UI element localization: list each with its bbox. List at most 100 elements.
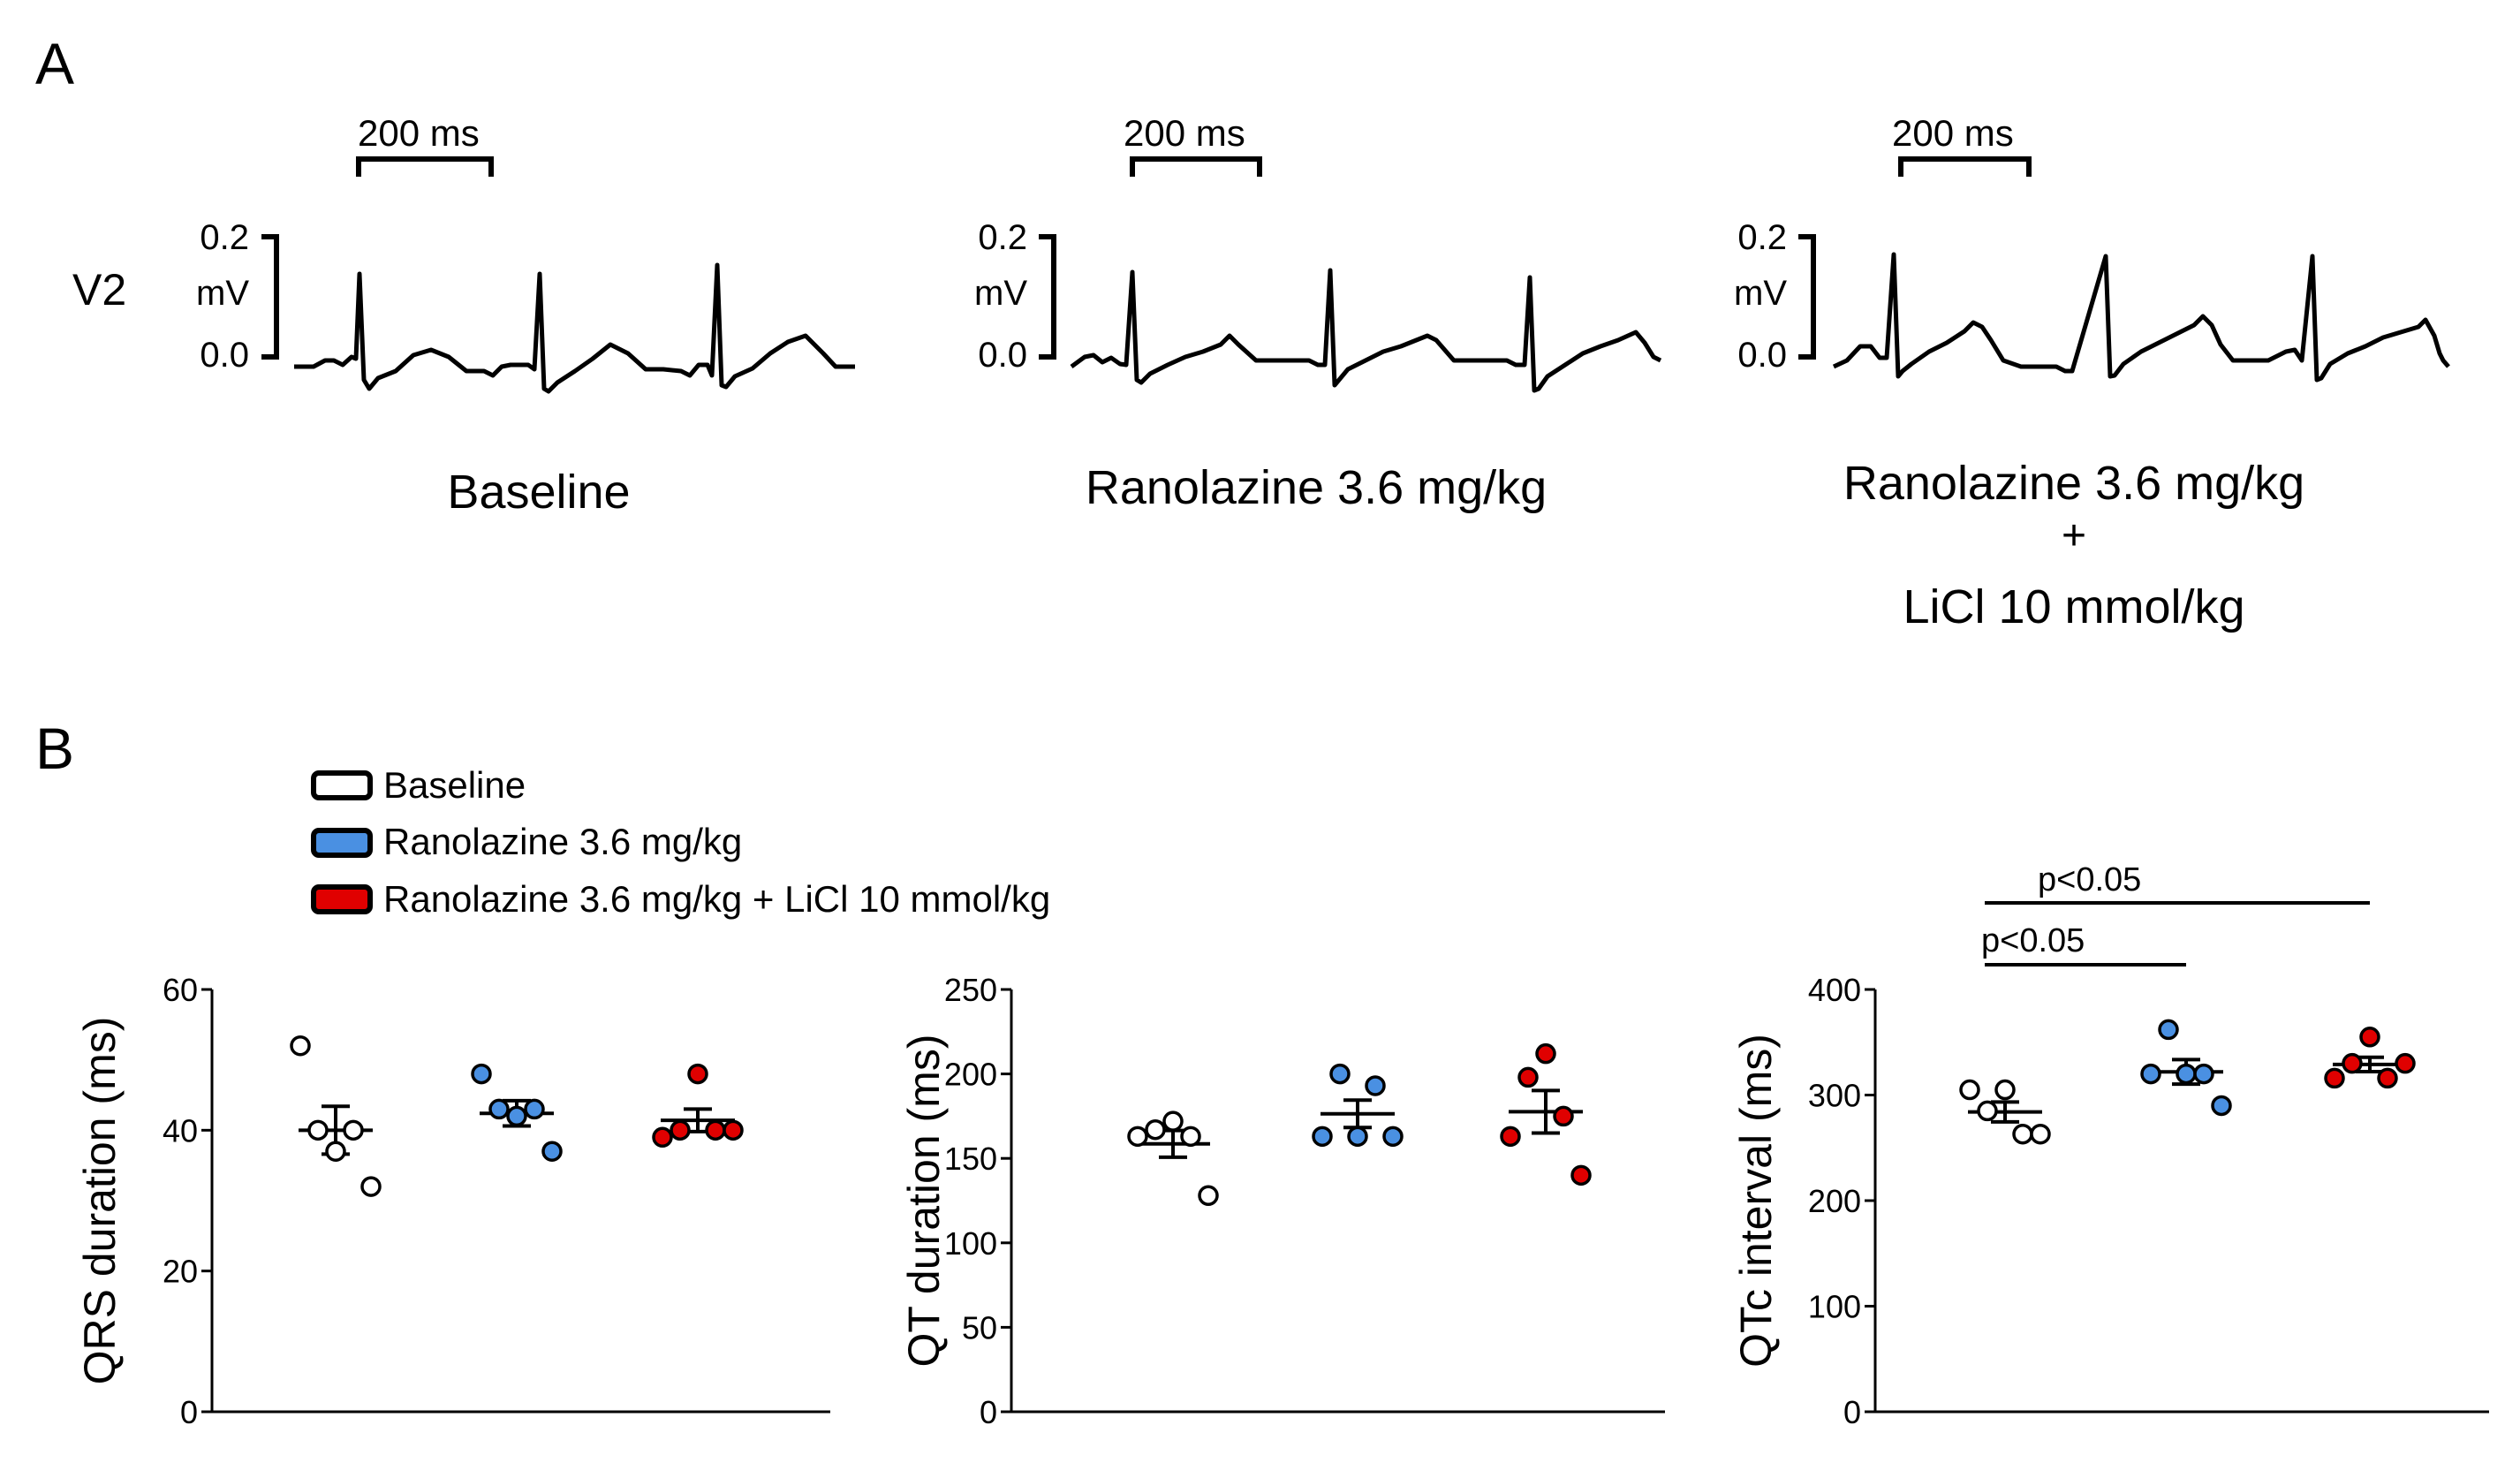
data-point — [1517, 1066, 1539, 1088]
data-point — [723, 1119, 744, 1141]
y-tick-label: 250 — [944, 972, 997, 1008]
y-tick-label: 100 — [1808, 1289, 1861, 1325]
ecg-panel-baseline: 200 ms 0.2 mV 0.0 Baseline — [196, 112, 855, 519]
data-point — [1994, 1079, 2016, 1101]
chart-qtc-interval: 0 100 200 300 400 QTc interval (ms) — [1731, 972, 2489, 1430]
legend-label: Ranolazine 3.6 mg/kg — [383, 821, 742, 862]
data-point — [2140, 1063, 2161, 1085]
legend: Baseline Ranolazine 3.6 mg/kg Ranolazine… — [311, 764, 1050, 920]
ecg-lead-label: V2 — [72, 265, 126, 315]
data-point — [1553, 1105, 1574, 1127]
legend-label: Baseline — [383, 764, 526, 806]
data-point — [1145, 1118, 1166, 1141]
data-point — [2193, 1063, 2214, 1085]
panel-label-a: A — [35, 31, 74, 96]
y-tick-label: 60 — [163, 972, 198, 1008]
significance-label-inner: p<0.05 — [1981, 922, 2085, 959]
data-point — [524, 1098, 545, 1120]
ecg-scalebar — [1130, 156, 1262, 177]
data-point — [360, 1176, 382, 1197]
chart-qt-duration: 0 50 100 150 200 250 QT duration (ms) — [899, 972, 1665, 1430]
data-point — [1198, 1185, 1219, 1207]
y-tick-label: 200 — [1808, 1183, 1861, 1219]
data-point — [2377, 1067, 2398, 1089]
data-point — [2359, 1027, 2380, 1048]
y-axis-label: QRS duration (ms) — [75, 1017, 125, 1385]
data-point — [325, 1141, 346, 1162]
y-tick-label: 200 — [944, 1057, 997, 1093]
ecg-scalebar — [1898, 156, 2032, 177]
data-point — [2176, 1063, 2197, 1085]
legend-label: Ranolazine 3.6 mg/kg + LiCl 10 mmol/kg — [383, 878, 1050, 920]
legend-swatch-ranolazine — [311, 828, 373, 858]
legend-swatch-ranolazine-licl — [311, 884, 373, 914]
y-axis-label: QT duration (ms) — [899, 1035, 949, 1368]
data-point — [687, 1063, 708, 1085]
ecg-trace — [1832, 252, 2450, 383]
data-point — [488, 1098, 510, 1120]
y-tick-label: 40 — [163, 1112, 198, 1148]
ecg-ytick-bottom: 0.0 — [200, 336, 249, 375]
ecg-y-scalebar — [1798, 234, 1816, 360]
data-point — [2342, 1052, 2363, 1074]
data-point — [1535, 1042, 1556, 1065]
ecg-caption-line: Baseline — [447, 466, 630, 519]
ecg-trace — [294, 262, 855, 394]
ecg-ytick-unit: mV — [974, 274, 1027, 313]
ecg-caption-line: + — [2062, 512, 2086, 559]
data-point — [1347, 1126, 1368, 1148]
ecg-y-scalebar — [1039, 234, 1056, 360]
y-tick-label: 150 — [944, 1141, 997, 1177]
y-tick-label: 300 — [1808, 1078, 1861, 1114]
y-tick-label: 20 — [163, 1254, 198, 1290]
ecg-panel-ranolazine: 200 ms 0.2 mV 0.0 Ranolazine 3.6 mg/kg — [974, 112, 1662, 514]
ecg-scalebar-label: 200 ms — [358, 112, 480, 154]
y-tick-label: 0 — [980, 1394, 997, 1430]
y-axis-label: QTc interval (ms) — [1731, 1034, 1781, 1368]
data-point — [1500, 1126, 1521, 1148]
ecg-panel-ranolazine-licl: 200 ms 0.2 mV 0.0 Ranolazine 3.6 mg/kg +… — [1734, 112, 2450, 633]
data-point — [2030, 1123, 2051, 1145]
ecg-y-scalebar — [261, 234, 279, 360]
data-point — [670, 1119, 691, 1141]
data-point — [343, 1119, 364, 1141]
data-point — [2395, 1052, 2416, 1074]
ecg-trace — [1070, 268, 1662, 393]
data-point — [1977, 1100, 1998, 1122]
data-point — [705, 1119, 726, 1141]
data-point — [2012, 1123, 2033, 1145]
ecg-scalebar-label: 200 ms — [1124, 112, 1245, 154]
data-point — [2211, 1095, 2232, 1117]
ecg-caption-line: Ranolazine 3.6 mg/kg — [1843, 457, 2304, 510]
y-tick-label: 50 — [962, 1309, 997, 1346]
data-point — [1329, 1063, 1351, 1085]
significance-annotations: p<0.05 p<0.05 — [1981, 861, 2370, 966]
data-point — [1162, 1111, 1184, 1132]
ecg-ytick-top: 0.2 — [200, 218, 249, 257]
chart-qrs-duration: 0 20 40 60 QRS duration (ms) — [75, 972, 830, 1430]
data-point — [1570, 1164, 1592, 1186]
ecg-caption-line: LiCl 10 mmol/kg — [1903, 580, 2244, 633]
ecg-ytick-top: 0.2 — [978, 218, 1027, 257]
ecg-scalebar-label: 200 ms — [1892, 112, 2014, 154]
y-tick-label: 400 — [1808, 972, 1861, 1008]
ecg-ytick-bottom: 0.0 — [978, 336, 1027, 375]
ecg-ytick-top: 0.2 — [1737, 218, 1787, 257]
data-point — [1312, 1126, 1333, 1148]
data-point — [2324, 1067, 2345, 1089]
data-point — [506, 1105, 527, 1127]
ecg-ytick-unit: mV — [196, 274, 249, 313]
ecg-caption-line: Ranolazine 3.6 mg/kg — [1086, 461, 1547, 514]
data-point — [541, 1141, 563, 1162]
data-point — [1127, 1126, 1148, 1148]
y-tick-label: 0 — [180, 1394, 198, 1430]
panel-label-b: B — [35, 716, 74, 781]
data-point — [652, 1126, 673, 1148]
ecg-scalebar — [356, 156, 494, 177]
data-point — [307, 1119, 329, 1141]
data-point — [471, 1063, 492, 1085]
data-point — [2158, 1019, 2179, 1041]
ecg-ytick-unit: mV — [1734, 274, 1787, 313]
data-point — [1382, 1126, 1404, 1148]
y-tick-label: 0 — [1843, 1394, 1861, 1430]
